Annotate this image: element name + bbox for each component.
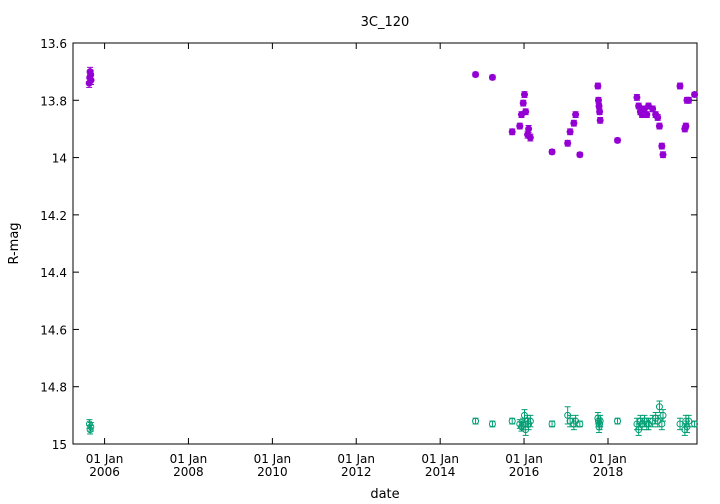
x-tick-label-day: 01 Jan — [505, 452, 543, 466]
data-point — [570, 119, 578, 127]
plot-frame — [72, 42, 698, 445]
x-tick-label-day: 01 Jan — [421, 452, 459, 466]
data-point — [633, 93, 641, 101]
data-point — [614, 417, 622, 425]
data-point — [659, 151, 667, 159]
data-point — [655, 122, 663, 130]
data-point — [526, 134, 534, 142]
data-point — [572, 111, 580, 119]
data-point — [522, 108, 530, 116]
x-tick-label-day: 01 Jan — [337, 452, 375, 466]
x-tick-label-day: 01 Jan — [589, 452, 627, 466]
series-1 — [85, 66, 699, 159]
data-point — [643, 111, 651, 119]
data-point — [682, 122, 690, 130]
x-tick-label-year: 2008 — [173, 465, 204, 479]
x-tick-label-day: 01 Jan — [170, 452, 208, 466]
x-tick-label-day: 01 Jan — [86, 452, 124, 466]
data-point — [594, 96, 602, 104]
data-point — [87, 423, 95, 431]
data-point — [564, 139, 572, 147]
y-tick-label: 14.2 — [40, 209, 67, 223]
data-point — [596, 417, 604, 425]
y-tick-label: 15 — [52, 438, 67, 452]
y-tick-label: 14 — [52, 152, 67, 166]
y-tick-label: 14.6 — [40, 323, 67, 337]
y-tick-label: 13.8 — [40, 94, 67, 108]
data-point — [516, 122, 524, 130]
data-point — [595, 102, 603, 110]
data-point — [596, 116, 604, 124]
data-point — [508, 417, 516, 425]
plot-axes — [72, 42, 698, 445]
y-tick-label: 14.4 — [40, 266, 67, 280]
data-point — [525, 125, 533, 133]
data-point — [614, 136, 622, 144]
data-point — [520, 91, 528, 99]
y-tick-label: 14.8 — [40, 381, 67, 395]
chart-title: 3C_120 — [361, 15, 410, 30]
data-point — [685, 96, 693, 104]
data-point — [658, 142, 666, 150]
data-point — [472, 417, 480, 425]
x-tick-label-year: 2012 — [341, 465, 372, 479]
data-point — [548, 148, 556, 156]
data-point — [659, 411, 667, 419]
data-point — [86, 426, 94, 434]
data-point — [488, 420, 496, 428]
y-axis-ticks: 13.6 13.8 14 14.2 14.4 14.6 14.8 15 — [40, 37, 697, 452]
data-point — [649, 105, 657, 113]
data-point — [519, 99, 527, 107]
data-point — [576, 151, 584, 159]
data-point — [548, 420, 556, 428]
x-tick-label-day: 01 Jan — [254, 452, 292, 466]
data-point — [691, 91, 699, 99]
x-tick-label-year: 2006 — [89, 465, 120, 479]
data-point — [526, 417, 534, 425]
data-point — [655, 403, 663, 411]
data-point — [87, 76, 95, 84]
data-series — [85, 66, 699, 436]
data-point — [576, 420, 584, 428]
y-tick-label: 13.6 — [40, 37, 67, 51]
x-tick-label-year: 2014 — [425, 465, 456, 479]
data-point — [566, 128, 574, 136]
data-point — [594, 82, 602, 90]
data-point — [654, 113, 662, 121]
data-point — [676, 82, 684, 90]
series-2 — [85, 400, 699, 436]
data-point — [635, 102, 643, 110]
data-point — [472, 71, 480, 79]
data-point — [508, 128, 516, 136]
x-axis-label: date — [370, 487, 399, 502]
x-tick-label-year: 2016 — [509, 465, 540, 479]
data-point — [596, 108, 604, 116]
y-axis-label: R-mag — [7, 222, 22, 264]
data-point — [691, 420, 699, 428]
x-tick-label-year: 2018 — [593, 465, 624, 479]
x-tick-label-year: 2010 — [257, 465, 288, 479]
data-point — [488, 73, 496, 81]
